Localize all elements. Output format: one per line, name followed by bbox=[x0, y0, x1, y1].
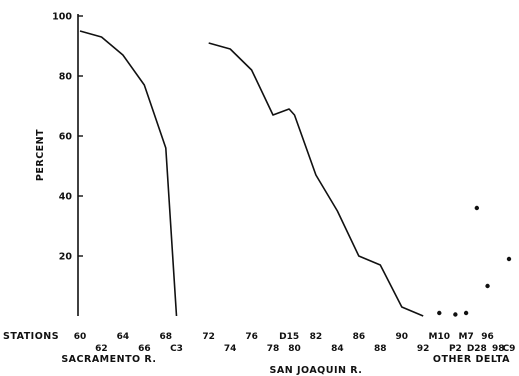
data-point bbox=[485, 283, 490, 289]
x-tick-label: 64 bbox=[117, 332, 130, 342]
data-point bbox=[453, 312, 458, 317]
x-tick-label: 96 bbox=[481, 332, 494, 342]
data-point bbox=[506, 256, 512, 262]
series-line-2 bbox=[208, 42, 424, 317]
x-tick-label: M7 bbox=[458, 332, 473, 342]
x-tick-label: 68 bbox=[160, 332, 173, 342]
x-tick-label: D28 bbox=[467, 344, 487, 354]
data-point bbox=[437, 310, 442, 316]
data-point bbox=[474, 205, 480, 211]
x-tick-label: 60 bbox=[74, 332, 87, 342]
x-tick-label: D15 bbox=[279, 332, 299, 342]
x-tick-label: 66 bbox=[138, 344, 151, 354]
y-tick-label: 60 bbox=[59, 132, 73, 143]
x-tick-label: 82 bbox=[310, 332, 323, 342]
group-label: SAN JOAQUIN R. bbox=[270, 365, 363, 376]
x-tick-label: C9 bbox=[503, 344, 516, 354]
group-label: OTHER DELTA bbox=[433, 354, 510, 365]
y-tick-label: 100 bbox=[52, 12, 72, 23]
x-axis-ticks: 60 62 64 66 68 C3 72 74 76 78 D15 80 82 84 86 88 90 92 M10… bbox=[74, 332, 516, 354]
x-tick-label: 86 bbox=[353, 332, 366, 342]
x-axis-title: STATIONS bbox=[3, 331, 59, 342]
y-axis-ticks: 100 80 60 40 20 bbox=[52, 12, 83, 263]
y-tick-label: 80 bbox=[59, 72, 73, 83]
x-tick-label: 90 bbox=[395, 332, 408, 342]
station-group-labels: SACRAMENTO R. SAN JOAQUIN R. OTHER DELTA bbox=[61, 354, 510, 376]
series-line-1 bbox=[79, 30, 178, 317]
y-tick-label: 40 bbox=[59, 192, 73, 203]
x-tick-label: 98 bbox=[492, 344, 505, 354]
x-tick-label: M10 bbox=[429, 332, 450, 342]
x-tick-label: 84 bbox=[331, 344, 344, 354]
x-tick-label: P2 bbox=[449, 344, 462, 354]
y-tick-label: 20 bbox=[59, 252, 73, 263]
group-label: SACRAMENTO R. bbox=[61, 354, 156, 365]
x-tick-label: 74 bbox=[224, 344, 237, 354]
x-tick-label: 76 bbox=[245, 332, 258, 342]
x-tick-label: 78 bbox=[267, 344, 280, 354]
plot-area bbox=[79, 30, 512, 317]
x-tick-label: 88 bbox=[374, 344, 387, 354]
x-tick-label: 72 bbox=[202, 332, 215, 342]
x-tick-label: C3 bbox=[170, 344, 183, 354]
x-tick-label: 80 bbox=[288, 344, 301, 354]
x-tick-label: 62 bbox=[95, 344, 108, 354]
data-point bbox=[463, 310, 469, 316]
x-tick-label: 92 bbox=[417, 344, 430, 354]
y-axis-title: PERCENT bbox=[35, 129, 46, 181]
